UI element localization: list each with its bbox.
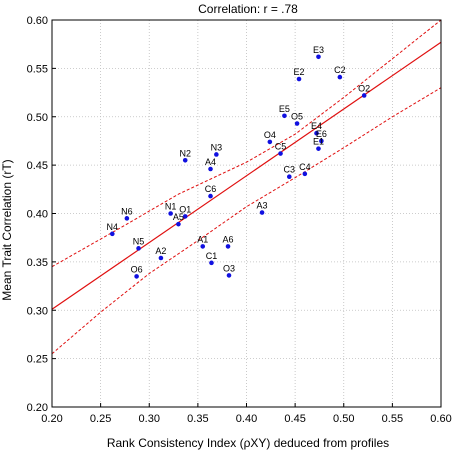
y-axis-ticks: 0.20 0.25 0.30 0.35 0.40 0.45 0.50 0.55 0.60 xyxy=(27,15,56,414)
fit-line xyxy=(51,41,442,310)
data-point xyxy=(158,255,164,261)
point-label: C6 xyxy=(205,184,217,194)
data-point xyxy=(259,210,265,215)
y-tick-label: 0.30 xyxy=(27,305,48,317)
data-point xyxy=(316,54,321,60)
data-point xyxy=(286,174,292,180)
y-tick-label: 0.25 xyxy=(27,354,48,366)
point-label: C1 xyxy=(206,251,218,261)
point-label: A5 xyxy=(173,212,184,222)
chart-title: Correlation: r = .78 xyxy=(198,2,298,16)
data-point xyxy=(182,214,188,219)
x-tick-label: 0.30 xyxy=(139,413,160,425)
y-tick-label: 0.60 xyxy=(27,15,48,27)
data-point xyxy=(319,138,324,144)
y-tick-label: 0.55 xyxy=(27,63,48,75)
point-label: O3 xyxy=(223,263,235,273)
data-point xyxy=(136,246,141,251)
point-label: O5 xyxy=(291,112,303,122)
data-point xyxy=(225,244,231,249)
data-point xyxy=(316,146,321,151)
data-point xyxy=(302,171,308,177)
point-label: N6 xyxy=(121,206,133,216)
point-label: E4 xyxy=(311,121,322,131)
point-label: E1 xyxy=(313,137,324,147)
x-tick-label: 0.25 xyxy=(90,413,111,425)
point-label: E5 xyxy=(279,104,290,114)
data-point xyxy=(209,260,214,266)
point-label: E2 xyxy=(294,67,305,77)
x-tick-label: 0.20 xyxy=(41,413,62,425)
y-tick-label: 0.40 xyxy=(27,209,48,221)
point-label: N5 xyxy=(133,236,145,246)
point-label: E6 xyxy=(316,129,327,139)
point-label: N1 xyxy=(165,202,177,212)
data-point xyxy=(168,211,173,216)
data-point xyxy=(361,93,367,98)
x-tick-label: 0.35 xyxy=(187,413,208,425)
x-tick-label: 0.45 xyxy=(284,413,305,425)
data-point xyxy=(176,221,181,227)
lower-confidence-curve xyxy=(51,87,442,355)
y-axis-title: Mean Trait Correlation (rT) xyxy=(0,159,14,300)
data-point xyxy=(208,193,213,199)
point-label: N4 xyxy=(107,222,119,232)
x-axis-title: Rank Consistency Index (ρXY) deduced fro… xyxy=(107,436,389,450)
regression-line xyxy=(51,41,442,310)
point-label: C3 xyxy=(284,165,296,175)
point-label: O4 xyxy=(264,130,276,140)
point-label: C5 xyxy=(275,142,287,152)
x-tick-label: 0.55 xyxy=(382,413,403,425)
point-label: A6 xyxy=(223,234,234,244)
point-label: O6 xyxy=(131,264,143,274)
x-tick-label: 0.60 xyxy=(430,413,451,425)
data-point xyxy=(109,231,115,237)
y-tick-label: 0.45 xyxy=(27,160,48,172)
point-label: N3 xyxy=(211,142,223,152)
data-point xyxy=(200,244,206,249)
y-tick-label: 0.35 xyxy=(27,257,48,269)
grid-lines xyxy=(51,19,442,408)
data-point xyxy=(282,113,287,119)
point-label: O1 xyxy=(179,204,191,214)
y-tick-label: 0.20 xyxy=(27,402,48,414)
x-tick-label: 0.40 xyxy=(236,413,257,425)
confidence-bands xyxy=(51,19,442,355)
data-point xyxy=(294,121,300,126)
x-tick-label: 0.50 xyxy=(333,413,354,425)
data-point xyxy=(337,74,343,80)
point-label: C4 xyxy=(299,162,311,172)
data-point xyxy=(278,151,283,156)
point-label: A4 xyxy=(205,157,216,167)
point-label: E3 xyxy=(313,45,324,55)
data-point xyxy=(226,273,232,278)
point-label: N2 xyxy=(179,148,191,158)
data-point xyxy=(267,139,273,145)
point-label: C2 xyxy=(334,65,346,75)
data-point xyxy=(134,274,139,279)
data-point xyxy=(208,166,213,172)
data-point xyxy=(296,76,302,82)
data-point xyxy=(182,157,188,163)
data-point xyxy=(124,216,130,221)
y-tick-label: 0.50 xyxy=(27,112,48,124)
data-point xyxy=(214,152,219,157)
data-points xyxy=(109,54,367,279)
point-label: A2 xyxy=(155,246,166,256)
point-label: A1 xyxy=(197,234,208,244)
data-point xyxy=(314,130,319,136)
point-label: A3 xyxy=(257,201,268,211)
x-axis-ticks: 0.20 0.25 0.30 0.35 0.40 0.45 0.50 0.55 0.60 xyxy=(41,403,452,425)
point-label: O2 xyxy=(358,83,370,93)
